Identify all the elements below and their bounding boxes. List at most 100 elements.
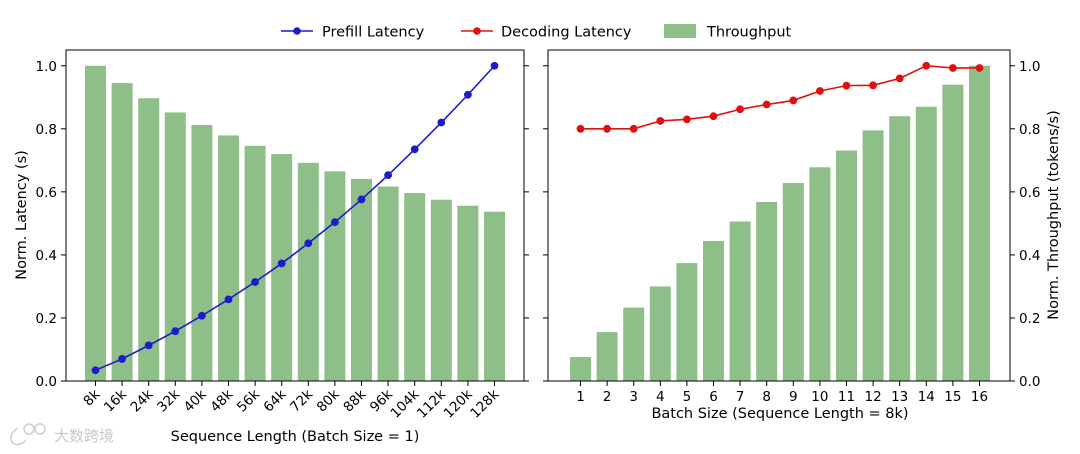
left-x-tick-label: 112k xyxy=(414,386,449,421)
right-x-tick-label: 7 xyxy=(736,389,745,405)
right-latency-point xyxy=(709,112,718,121)
right-y-tick-label: 0.8 xyxy=(1019,122,1040,138)
right-throughput-bar xyxy=(703,241,724,381)
left-throughput-bar xyxy=(218,135,239,381)
right-x-tick-label: 5 xyxy=(683,389,692,405)
right-latency-point xyxy=(789,96,798,105)
left-latency-point xyxy=(410,145,419,154)
right-y-tick-label: 0.0 xyxy=(1019,374,1040,390)
left-throughput-bar xyxy=(351,178,372,381)
legend-throughput-swatch xyxy=(664,24,696,38)
right-latency-point xyxy=(603,124,611,133)
left-throughput-bar xyxy=(138,98,160,381)
left-x-tick-label: 24k xyxy=(128,386,157,415)
left-x-tick-label: 8k xyxy=(80,386,103,409)
left-throughput-bar xyxy=(244,145,266,381)
right-y-tick-label: 0.4 xyxy=(1019,248,1040,264)
left-latency-point xyxy=(464,90,472,99)
left-y-axis-label: Norm. Latency (s) xyxy=(14,150,30,280)
right-throughput-bar xyxy=(649,286,671,381)
right-throughput-bar xyxy=(915,106,937,381)
left-latency-point xyxy=(198,311,206,320)
left-x-tick-label: 120k xyxy=(441,386,476,421)
right-x-tick-label: 14 xyxy=(918,389,935,405)
left-latency-point xyxy=(171,327,180,336)
right-x-tick-label: 11 xyxy=(838,389,855,405)
right-latency-point xyxy=(736,105,744,114)
right-decoding-latency-line xyxy=(576,61,984,133)
right-throughput-bar xyxy=(809,167,831,381)
right-latency-point xyxy=(629,124,638,133)
right-throughput-bar xyxy=(596,332,618,381)
left-latency-point xyxy=(331,218,339,227)
left-throughput-bar xyxy=(297,162,319,381)
right-latency-point xyxy=(842,81,851,90)
left-x-tick-label: 80k xyxy=(314,386,343,415)
left-latency-polyline xyxy=(95,65,496,372)
right-x-tick-label: 3 xyxy=(629,389,638,405)
left-latency-point xyxy=(251,278,259,286)
right-throughput-bar xyxy=(862,130,884,381)
left-throughput-bar xyxy=(85,65,106,381)
right-latency-point xyxy=(975,64,984,72)
left-x-tick-label: 40k xyxy=(181,386,210,415)
right-latency-point xyxy=(922,61,931,70)
left-y-axis: 0.0 0.2 0.4 0.6 0.8 1.0 xyxy=(36,59,529,390)
left-latency-point xyxy=(224,295,233,304)
right-x-axis-label: Batch Size (Sequence Length = 8k) xyxy=(651,406,908,422)
right-latency-point xyxy=(683,115,691,124)
right-x-tick-label: 6 xyxy=(709,389,718,405)
left-y-tick-label: 0.4 xyxy=(36,248,57,264)
right-throughput-bar xyxy=(969,65,990,381)
left-latency-point xyxy=(144,341,153,350)
right-throughput-bar xyxy=(889,116,911,381)
watermark-text: 大数跨境 xyxy=(54,427,114,445)
left-y-tick-label: 0.6 xyxy=(36,185,57,201)
left-y-tick-label: 1.0 xyxy=(36,59,57,75)
right-y-axis-label: Norm. Throughput (tokens/s) xyxy=(1046,110,1062,319)
right-latency-point xyxy=(949,64,957,72)
left-plot-frame xyxy=(65,49,525,382)
left-x-tick-label: 88k xyxy=(340,386,369,415)
left-latency-point xyxy=(490,61,499,70)
left-x-tick-label: 56k xyxy=(234,386,263,415)
right-x-tick-label: 16 xyxy=(971,389,988,405)
legend-item-decoding-latency: Decoding Latency xyxy=(461,25,632,41)
left-throughput-bar xyxy=(457,205,479,381)
right-x-axis: 1 2 3 4 5 6 7 8 9 10 11 12 13 14 15 16 xyxy=(576,381,988,405)
right-y-tick-label: 1.0 xyxy=(1019,59,1040,75)
right-plot-frame xyxy=(547,49,1011,382)
legend-throughput-label: Throughput xyxy=(706,25,792,41)
right-throughput-bar xyxy=(676,263,698,381)
right-throughput-bar xyxy=(570,357,591,381)
right-x-tick-label: 8 xyxy=(762,389,771,405)
right-x-tick-label: 15 xyxy=(944,389,961,405)
left-throughput-bars xyxy=(85,65,505,381)
right-throughput-bar xyxy=(942,84,964,381)
left-y-tick-label: 0.0 xyxy=(36,374,57,390)
left-throughput-bar xyxy=(430,199,452,381)
left-latency-point xyxy=(91,366,100,375)
legend-decoding-marker xyxy=(473,27,481,35)
right-y-axis: 0.0 0.2 0.4 0.6 0.8 1.0 xyxy=(543,59,1040,390)
right-x-tick-label: 13 xyxy=(891,389,908,405)
left-x-tick-label: 72k xyxy=(287,386,316,415)
watermark: 大数跨境 xyxy=(10,423,114,446)
left-x-tick-label: 64k xyxy=(261,386,290,415)
right-x-tick-label: 2 xyxy=(603,389,612,405)
legend-item-throughput: Throughput xyxy=(664,24,792,41)
right-throughput-bar xyxy=(623,307,645,381)
legend: Prefill Latency Decoding Latency Through… xyxy=(281,24,792,41)
right-x-tick-label: 9 xyxy=(789,389,798,405)
left-y-tick-label: 0.8 xyxy=(36,122,57,138)
left-x-axis: 8k16k24k32k40k48k56k64k72k80k88k96k104k1… xyxy=(80,381,502,422)
legend-item-prefill-latency: Prefill Latency xyxy=(281,25,425,41)
right-throughput-bar xyxy=(756,201,778,381)
left-y-tick-label: 0.2 xyxy=(36,311,57,327)
left-x-axis-label: Sequence Length (Batch Size = 1) xyxy=(171,429,420,445)
watermark-logo-icon xyxy=(10,423,46,446)
left-latency-point xyxy=(384,171,392,180)
right-throughput-bar xyxy=(782,183,804,381)
right-x-tick-label: 4 xyxy=(656,389,665,405)
